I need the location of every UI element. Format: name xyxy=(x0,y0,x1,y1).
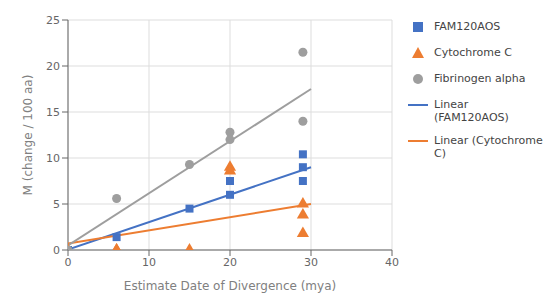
html-text:FAM120AOS: FAM120AOS xyxy=(434,20,501,33)
html-text:Linear (FAM120AOS): Linear (FAM120AOS) xyxy=(434,98,509,124)
svg-text:20: 20 xyxy=(223,256,237,269)
svg-text:0: 0 xyxy=(53,244,60,257)
svg-text:5: 5 xyxy=(53,198,60,211)
svg-text:M (change / 100 aa): M (change / 100 aa) xyxy=(21,75,35,196)
svg-text:Estimate Date of Divergence (m: Estimate Date of Divergence (mya) xyxy=(124,279,336,293)
svg-text:30: 30 xyxy=(304,256,318,269)
html-text:Linear (Cytochrome C): Linear (Cytochrome C) xyxy=(434,134,543,160)
svg-text:10: 10 xyxy=(142,256,156,269)
svg-text:15: 15 xyxy=(46,106,60,119)
svg-text:20: 20 xyxy=(46,60,60,73)
html-text:Fibrinogen alpha: Fibrinogen alpha xyxy=(434,72,526,85)
svg-text:0: 0 xyxy=(65,256,72,269)
svg-text:10: 10 xyxy=(46,152,60,165)
html-text:Cytochrome C: Cytochrome C xyxy=(434,46,512,59)
svg-text:40: 40 xyxy=(385,256,399,269)
svg-text:25: 25 xyxy=(46,14,60,27)
